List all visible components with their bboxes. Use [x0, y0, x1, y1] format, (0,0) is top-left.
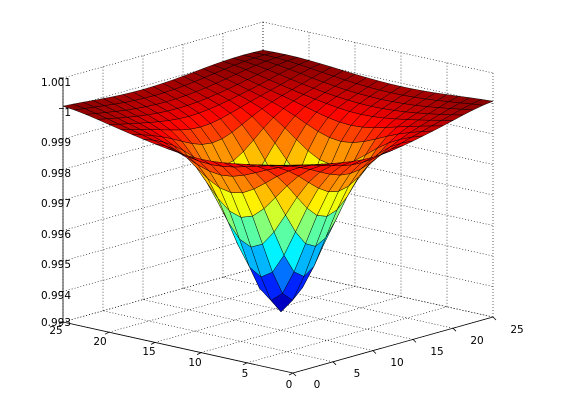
x-tick-label-2: 10 — [390, 357, 403, 369]
z-tick-label-6: 0.999 — [41, 137, 71, 149]
x-tick-label-1: 5 — [354, 368, 361, 380]
grid-floor-y-2 — [200, 296, 402, 353]
x-tick-4 — [452, 327, 457, 332]
x-tick-5 — [492, 316, 497, 321]
z-tick-label-2: 0.995 — [41, 259, 71, 271]
grid-floor-x-3 — [182, 288, 414, 340]
grid-floor-y-3 — [154, 286, 356, 343]
surface-mesh — [62, 49, 494, 313]
y-tick-label-3: 15 — [142, 346, 155, 358]
z-tick-label-7: 1 — [64, 107, 71, 119]
y-tick-label-2: 10 — [188, 357, 201, 369]
x-tick-label-3: 15 — [430, 346, 443, 358]
y-tick-label-0: 0 — [286, 379, 293, 391]
grid-back-left-z-1 — [62, 235, 264, 292]
z-tick-label-1: 0.994 — [41, 290, 71, 302]
y-tick-4 — [104, 331, 110, 335]
y-axis-line — [62, 321, 294, 374]
grid-floor-x-1 — [102, 310, 334, 363]
y-tick-1 — [242, 362, 248, 366]
z-tick-label-4: 0.997 — [41, 198, 71, 210]
z-tick-label-3: 0.996 — [41, 229, 71, 241]
x-tick-0 — [292, 372, 297, 377]
grid-back-right-z-8 — [262, 21, 494, 74]
x-tick-label-4: 20 — [470, 335, 483, 347]
y-tick-label-4: 20 — [93, 336, 106, 348]
grid-floor-y-1 — [246, 306, 448, 364]
tick-marks — [58, 77, 497, 377]
y-tick-0 — [288, 372, 294, 376]
x-tick-label-5: 25 — [510, 324, 523, 336]
grid-floor-x-4 — [222, 276, 454, 329]
y-tick-label-1: 5 — [242, 368, 249, 380]
y-tick-label-5: 25 — [49, 325, 62, 337]
grid-floor-y-5 — [62, 265, 264, 323]
y-tick-3 — [150, 342, 156, 345]
z-tick-label-5: 0.998 — [41, 168, 71, 180]
tick-labels: 0.993 0.994 0.995 0.996 0.997 0.998 0.99… — [41, 77, 524, 391]
x-tick-label-0: 0 — [314, 379, 321, 391]
z-tick-label-0: 0.993 — [41, 317, 71, 329]
z-tick-label-8: 1.001 — [41, 77, 71, 89]
x-tick-3 — [412, 339, 417, 343]
x-axis-line — [292, 316, 494, 374]
x-tick-1 — [332, 361, 337, 366]
grid-back-left-z-0 — [62, 265, 264, 323]
x-tick-2 — [372, 350, 377, 354]
y-tick-2 — [196, 352, 202, 355]
grid-floor-x-2 — [142, 299, 374, 351]
